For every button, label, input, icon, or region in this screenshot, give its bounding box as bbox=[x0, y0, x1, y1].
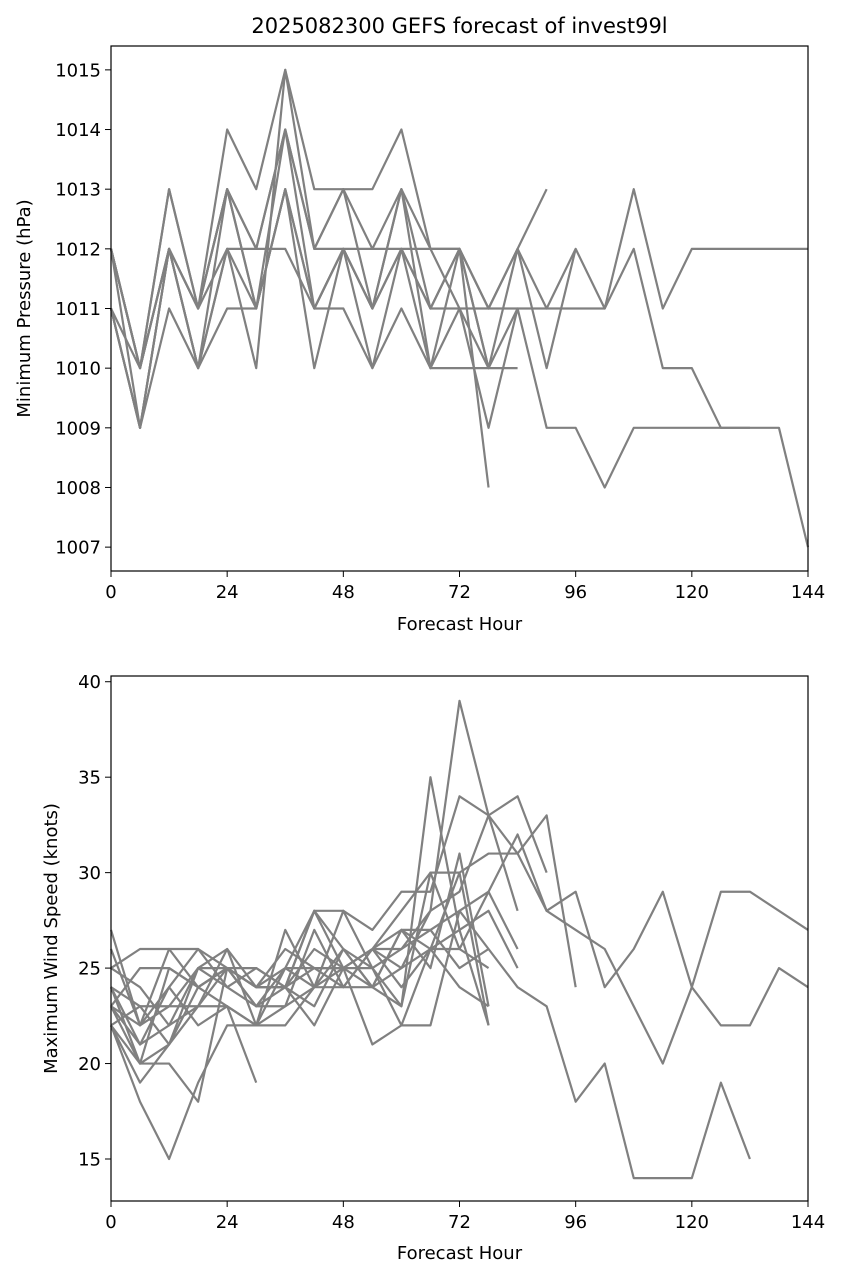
x-tick-label: 48 bbox=[332, 582, 355, 603]
x-tick: 48 bbox=[332, 1201, 355, 1233]
x-tick: 96 bbox=[564, 1201, 587, 1233]
y-tick-label: 1007 bbox=[55, 538, 101, 559]
wind-x-ticks: 0 24 48 72 96 120 144 bbox=[105, 1201, 825, 1233]
series-line-12 bbox=[110, 871, 490, 1065]
series-line-7 bbox=[110, 909, 519, 1084]
series-line-7 bbox=[109, 68, 518, 429]
y-tick-label: 25 bbox=[78, 959, 101, 980]
x-tick-label: 24 bbox=[216, 582, 239, 603]
y-tick-label: 1013 bbox=[55, 180, 101, 201]
wind-y-ticks: 15 20 25 30 35 40 bbox=[78, 672, 111, 1171]
x-tick: 96 bbox=[564, 571, 587, 603]
x-tick-label: 0 bbox=[105, 582, 116, 603]
y-tick: 35 bbox=[78, 768, 111, 789]
y-tick: 1014 bbox=[55, 120, 111, 141]
y-tick-label: 40 bbox=[78, 672, 101, 693]
x-tick-label: 120 bbox=[675, 582, 709, 603]
y-tick: 1015 bbox=[55, 60, 111, 81]
x-tick: 24 bbox=[216, 1201, 239, 1233]
series-line-9 bbox=[109, 188, 490, 370]
x-axis-label: Forecast Hour bbox=[397, 1243, 523, 1264]
x-tick: 24 bbox=[216, 571, 239, 603]
series-line-11 bbox=[110, 1005, 258, 1084]
y-tick: 1012 bbox=[55, 239, 111, 260]
y-tick-label: 1009 bbox=[55, 418, 101, 439]
pressure-y-ticks: 1007 1008 1009 1010 1011 1012 1013 1014 1015 bbox=[55, 60, 111, 559]
x-tick-label: 24 bbox=[216, 1212, 239, 1233]
y-tick: 1007 bbox=[55, 538, 111, 559]
x-tick-label: 144 bbox=[791, 582, 825, 603]
x-tick-label: 72 bbox=[448, 1212, 471, 1233]
pressure-series-group bbox=[109, 68, 810, 548]
wind-chart: 0 24 48 72 96 120 144 15 20 25 30 35 40 Forecast Ho… bbox=[41, 672, 825, 1264]
y-tick: 20 bbox=[78, 1054, 111, 1075]
x-tick: 120 bbox=[675, 1201, 709, 1233]
y-axis-label: Maximum Wind Speed (knots) bbox=[41, 803, 62, 1074]
x-tick-label: 0 bbox=[105, 1212, 116, 1233]
y-tick: 1011 bbox=[55, 299, 111, 320]
y-tick-label: 1010 bbox=[55, 359, 101, 380]
x-tick-label: 72 bbox=[448, 582, 471, 603]
x-tick: 72 bbox=[448, 1201, 471, 1233]
x-tick: 144 bbox=[791, 1201, 825, 1233]
y-tick-label: 1008 bbox=[55, 478, 101, 499]
y-tick-label: 1015 bbox=[55, 60, 101, 81]
chart-title: 2025082300 GEFS forecast of invest99l bbox=[251, 14, 667, 38]
y-tick-label: 1012 bbox=[55, 239, 101, 260]
y-tick: 1009 bbox=[55, 418, 111, 439]
x-tick-label: 120 bbox=[675, 1212, 709, 1233]
x-tick: 48 bbox=[332, 571, 355, 603]
y-tick: 1010 bbox=[55, 359, 111, 380]
x-tick-label: 96 bbox=[564, 1212, 587, 1233]
x-tick-label: 96 bbox=[564, 582, 587, 603]
y-axis-label: Minimum Pressure (hPa) bbox=[14, 199, 35, 417]
series-line-8 bbox=[110, 776, 490, 1027]
y-tick: 1008 bbox=[55, 478, 111, 499]
x-tick-label: 48 bbox=[332, 1212, 355, 1233]
y-tick-label: 35 bbox=[78, 768, 101, 789]
y-tick: 25 bbox=[78, 959, 111, 980]
y-tick-label: 20 bbox=[78, 1054, 101, 1075]
x-tick: 0 bbox=[105, 1201, 117, 1233]
x-tick: 72 bbox=[448, 571, 471, 603]
x-tick: 0 bbox=[105, 571, 117, 603]
y-tick: 40 bbox=[78, 672, 111, 693]
wind-series-group bbox=[109, 699, 809, 1180]
x-tick-label: 144 bbox=[791, 1212, 825, 1233]
series-line-14 bbox=[109, 890, 519, 1027]
series-line-2 bbox=[110, 795, 548, 989]
y-tick-label: 1014 bbox=[55, 120, 101, 141]
x-tick: 144 bbox=[791, 571, 825, 603]
x-axis-label: Forecast Hour bbox=[397, 614, 523, 635]
series-line-15 bbox=[109, 909, 490, 1065]
y-tick: 1013 bbox=[55, 180, 111, 201]
y-tick-label: 1011 bbox=[55, 299, 101, 320]
y-tick-label: 30 bbox=[78, 863, 101, 884]
y-tick: 30 bbox=[78, 863, 111, 884]
pressure-chart: 2025082300 GEFS forecast of invest99l 0 2… bbox=[14, 14, 825, 635]
x-tick: 120 bbox=[675, 571, 709, 603]
y-tick-label: 15 bbox=[78, 1150, 101, 1171]
y-tick: 15 bbox=[78, 1150, 111, 1171]
pressure-x-ticks: 0 24 48 72 96 120 144 bbox=[105, 571, 825, 603]
